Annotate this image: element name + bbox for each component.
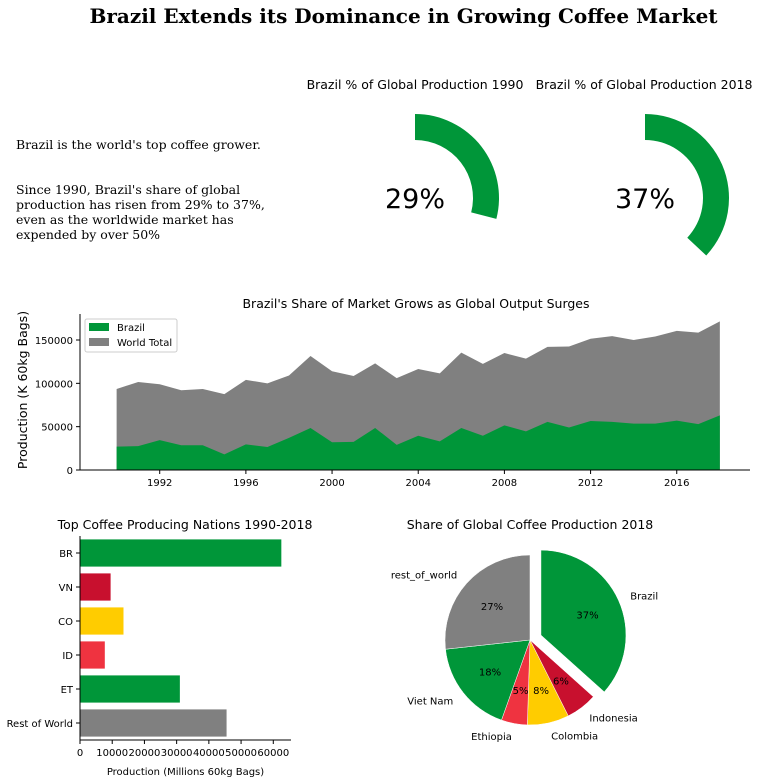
bar: [80, 539, 282, 567]
area-y-tick-label: 100000: [35, 379, 73, 390]
bar-x-tick-label: 20000: [129, 748, 161, 759]
intro-paragraph: Since 1990, Brazil's share of global pro…: [16, 182, 265, 242]
bar-x-tick-label: 0: [77, 748, 83, 759]
bar-x-tick-label: 60000: [257, 748, 289, 759]
donut-title: Brazil % of Global Production 2018: [536, 77, 753, 92]
bar-x-tick-label: 10000: [96, 748, 128, 759]
bar: [80, 675, 180, 703]
area-x-tick-label: 2004: [406, 478, 431, 489]
bar-category-label: ID: [62, 651, 73, 662]
intro-paragraph-line: even as the worldwide market has: [16, 212, 234, 227]
area-y-tick-label: 50000: [41, 423, 73, 434]
area-x-tick-label: 2016: [664, 478, 689, 489]
bar-category-label: BR: [59, 549, 73, 560]
bar: [80, 709, 227, 737]
pie-slice: [540, 549, 627, 693]
bar-x-tick-label: 30000: [161, 748, 193, 759]
pie-pct-label: 6%: [553, 677, 569, 688]
donut-center-label: 37%: [615, 184, 675, 215]
area-y-tick-label: 150000: [35, 336, 73, 347]
donut-arc: [415, 114, 499, 219]
bar-x-tick-label: 40000: [193, 748, 225, 759]
bar-category-label: ET: [61, 685, 74, 696]
bar-category-label: VN: [59, 583, 73, 594]
pie-slice: [445, 639, 531, 721]
bar-chart-title: Top Coffee Producing Nations 1990-2018: [57, 517, 313, 532]
intro-paragraph-line: Since 1990, Brazil's share of global: [16, 182, 241, 197]
area-chart-title: Brazil's Share of Market Grows as Global…: [242, 296, 589, 311]
donut-center-label: 29%: [385, 184, 445, 215]
area-x-tick-label: 1996: [233, 478, 258, 489]
bar: [80, 641, 105, 669]
bar-category-label: CO: [58, 617, 73, 628]
donut-title: Brazil % of Global Production 1990: [307, 77, 524, 92]
area-x-tick-label: 1992: [147, 478, 172, 489]
pie-pct-label: 37%: [576, 610, 598, 621]
bar: [80, 573, 111, 601]
pie-category-label: Viet Nam: [407, 697, 453, 708]
pie-category-label: Indonesia: [589, 714, 637, 725]
bar-category-label: Rest of World: [7, 719, 73, 730]
area-x-tick-label: 2012: [578, 478, 603, 489]
main-title: Brazil Extends its Dominance in Growing …: [89, 4, 718, 28]
legend-swatch-world: [89, 338, 109, 346]
area-y-tick-label: 0: [67, 466, 73, 477]
pie-pct-label: 18%: [479, 668, 501, 679]
area-y-axis-label: Production (K 60kg Bags): [15, 311, 30, 469]
area-x-tick-label: 2008: [492, 478, 517, 489]
legend-label-brazil: Brazil: [117, 323, 145, 334]
legend-label-world: World Total: [117, 338, 172, 349]
area-brazil: [116, 415, 720, 470]
pie-category-label: Colombia: [551, 731, 598, 742]
area-x-tick-label: 2000: [319, 478, 344, 489]
pie-category-label: Ethiopia: [471, 732, 512, 743]
intro-paragraph-line: production has risen from 29% to 37%,: [16, 197, 265, 212]
bar-x-tick-label: 50000: [225, 748, 257, 759]
share-pie-title: Share of Global Coffee Production 2018: [407, 517, 654, 532]
pie-pct-label: 27%: [481, 602, 503, 613]
pie-pct-label: 5%: [513, 686, 529, 697]
pie-category-label: rest_of_world: [391, 571, 457, 582]
intro-paragraph-line: expended by over 50%: [16, 227, 161, 242]
pie-category-label: Brazil: [630, 591, 658, 602]
bar-x-axis-label: Production (Millions 60kg Bags): [107, 767, 264, 778]
legend-swatch-brazil: [89, 323, 109, 331]
bar: [80, 607, 124, 635]
intro-line: Brazil is the world's top coffee grower.: [16, 137, 261, 152]
pie-pct-label: 8%: [533, 686, 549, 697]
donut-arc: [645, 114, 730, 256]
pie-slice: [444, 554, 531, 650]
